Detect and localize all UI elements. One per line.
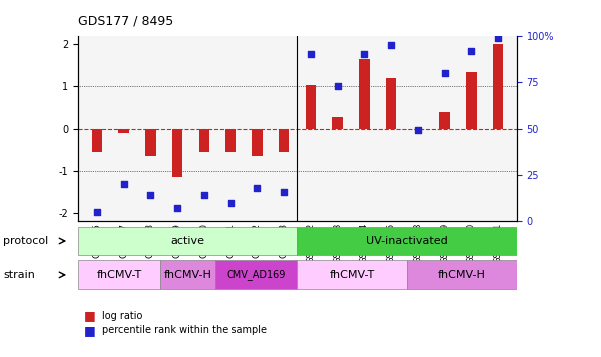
Bar <box>493 44 504 129</box>
FancyBboxPatch shape <box>160 261 215 289</box>
Point <box>440 70 450 76</box>
Text: ■: ■ <box>84 310 96 322</box>
Point <box>466 48 476 54</box>
Bar <box>386 78 397 129</box>
Point <box>252 185 262 191</box>
Bar <box>252 129 263 156</box>
FancyBboxPatch shape <box>78 261 160 289</box>
Point <box>226 200 236 206</box>
Bar <box>359 59 370 129</box>
Text: UV-inactivated: UV-inactivated <box>366 236 448 246</box>
Text: fhCMV-H: fhCMV-H <box>438 270 486 280</box>
Text: GDS177 / 8495: GDS177 / 8495 <box>78 14 173 27</box>
FancyBboxPatch shape <box>78 227 297 256</box>
FancyBboxPatch shape <box>297 227 517 256</box>
Bar <box>439 112 450 129</box>
Text: CMV_AD169: CMV_AD169 <box>227 270 286 280</box>
Bar <box>118 129 129 133</box>
Bar <box>466 71 477 129</box>
Point <box>493 35 503 40</box>
Point <box>92 209 102 215</box>
Bar <box>305 85 316 129</box>
Bar <box>225 129 236 152</box>
Point <box>359 51 369 57</box>
Point <box>306 51 316 57</box>
Point <box>413 127 423 133</box>
Point <box>333 83 343 89</box>
Text: ■: ■ <box>84 324 96 337</box>
Point <box>279 189 289 195</box>
Bar <box>145 129 156 156</box>
Bar <box>332 117 343 129</box>
Text: fhCMV-T: fhCMV-T <box>97 270 142 280</box>
FancyBboxPatch shape <box>297 261 407 289</box>
Point <box>386 42 396 48</box>
Bar <box>279 129 290 152</box>
Text: protocol: protocol <box>3 236 48 246</box>
Text: strain: strain <box>3 270 35 280</box>
Text: percentile rank within the sample: percentile rank within the sample <box>102 325 267 335</box>
Text: fhCMV-H: fhCMV-H <box>164 270 212 280</box>
Point <box>119 181 129 187</box>
Point <box>145 192 155 198</box>
Point <box>172 206 182 211</box>
Text: active: active <box>171 236 205 246</box>
FancyBboxPatch shape <box>407 261 517 289</box>
Text: fhCMV-T: fhCMV-T <box>330 270 375 280</box>
Point <box>199 192 209 198</box>
Bar <box>172 129 183 177</box>
Bar <box>198 129 209 152</box>
Text: log ratio: log ratio <box>102 311 142 321</box>
FancyBboxPatch shape <box>215 261 297 289</box>
Bar <box>91 129 102 152</box>
